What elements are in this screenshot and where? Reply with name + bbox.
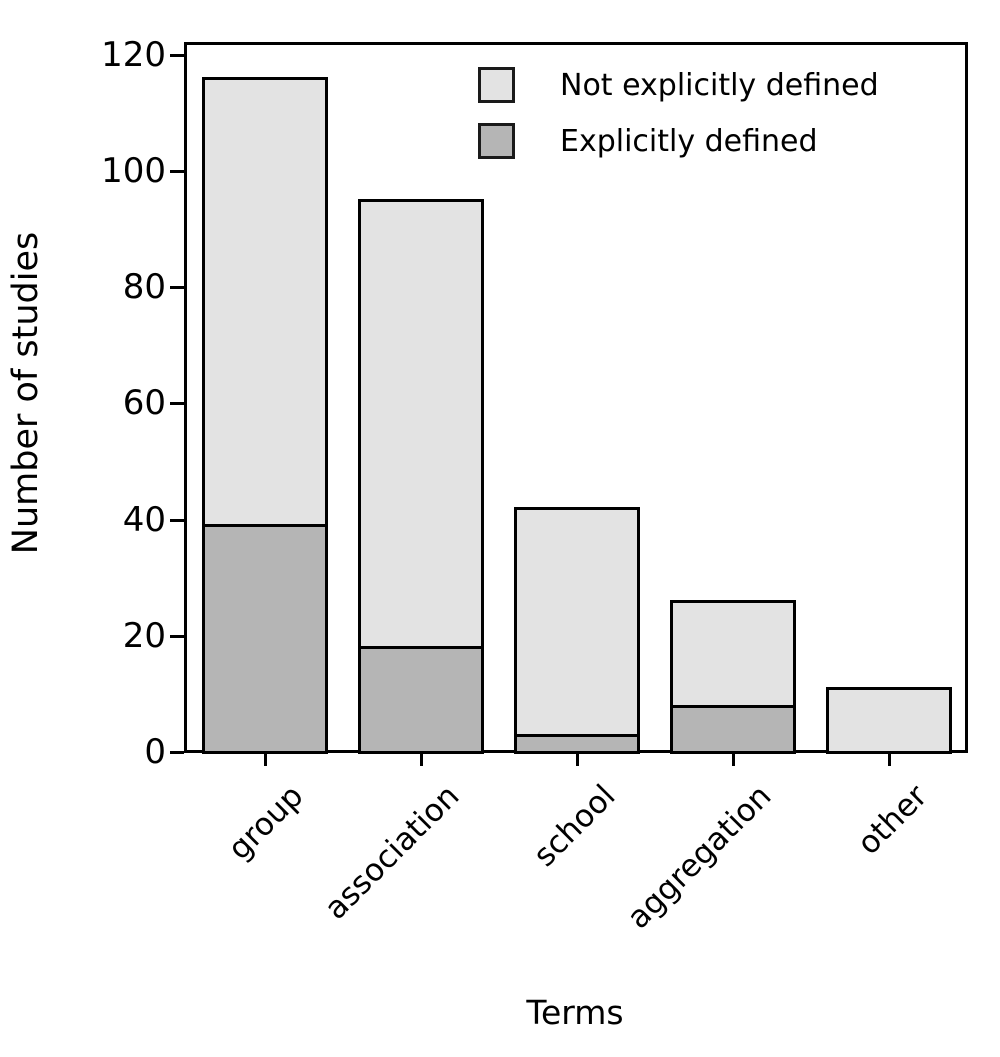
y-tick-label: 60 [122, 383, 166, 424]
y-tick-mark [170, 402, 184, 406]
y-tick-mark [170, 53, 184, 57]
bar-association [358, 199, 484, 754]
y-tick-mark [170, 518, 184, 522]
y-tick-mark [170, 634, 184, 638]
x-tick-mark [732, 753, 735, 766]
x-tick-mark [264, 753, 267, 766]
y-tick-mark [170, 751, 184, 754]
y-tick-label: 20 [122, 615, 166, 656]
y-tick-label: 40 [122, 499, 166, 540]
x-tick-mark [420, 753, 423, 766]
y-tick-label: 80 [122, 267, 166, 308]
y-tick-label: 120 [101, 34, 166, 75]
legend-label: Explicitly defined [560, 124, 818, 159]
legend-label: Not explicitly defined [560, 68, 879, 103]
bar-group [202, 77, 328, 754]
bar-other [826, 687, 952, 754]
bar-school-explicit-segment [517, 734, 637, 751]
legend-swatch [478, 123, 515, 159]
y-tick-label: 0 [144, 732, 166, 772]
bar-group-explicit-segment [205, 524, 325, 751]
bar-aggregation-explicit-segment [673, 705, 793, 751]
bar-school [514, 507, 640, 754]
bar-association-explicit-segment [361, 646, 481, 751]
x-tick-mark [888, 753, 891, 766]
bar-aggregation [670, 600, 796, 754]
x-axis-title: Terms [526, 993, 624, 1032]
y-tick-mark [170, 286, 184, 290]
legend-swatch [478, 67, 515, 103]
x-tick-mark [576, 753, 579, 766]
y-tick-mark [170, 170, 184, 173]
y-tick-label: 100 [101, 151, 166, 191]
